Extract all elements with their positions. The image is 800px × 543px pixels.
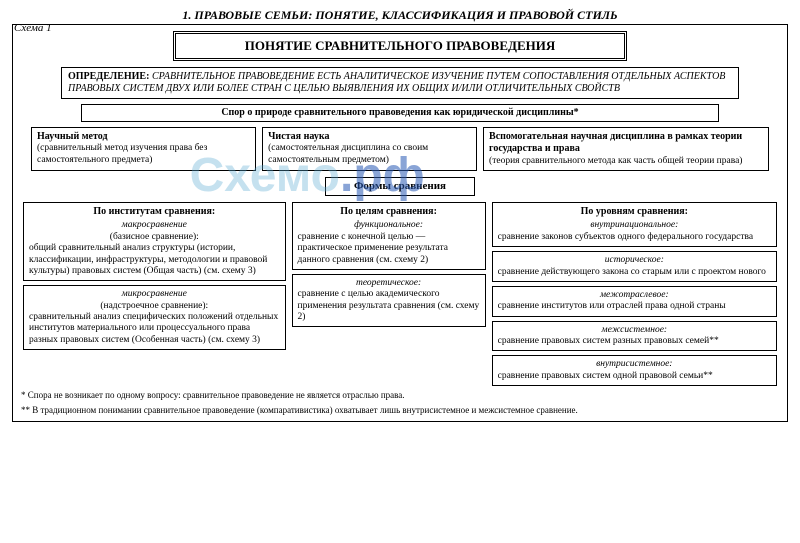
triad-a-title: Научный метод [37,131,108,142]
col1-b1-sub: макросравнение [122,220,187,230]
col1-b1-par: (базисное сравнение): [29,232,280,243]
col2-b2-sub: теоретическое: [356,278,421,288]
triad-a-text: (сравнительный метод изучения права без … [37,143,207,164]
col3-box-intersystem: межсистемное: сравнение правовых систем … [492,321,777,352]
triad-pure-science: Чистая наука (самостоятельная дисциплина… [262,127,477,171]
col2-box-theoretical: теоретическое: сравнение с целью академи… [292,274,486,328]
col3-r4-sub: межсистемное: [602,325,668,335]
col3-r5-text: сравнение правовых систем одной правовой… [498,371,713,381]
col1-box-macro: По институтам сравнения: макросравнение … [23,202,286,281]
triad-c-text: (теория сравнительного метода как часть … [489,156,742,166]
col3-r3-text: сравнение институтов или отраслей права … [498,301,726,311]
col2-b2-text: сравнение с целью академического примене… [298,289,480,322]
col3-r4-text: сравнение правовых систем разных правовы… [498,336,719,346]
diagram-frame: Схемо.рф ПОНЯТИЕ СРАВНИТЕЛЬНОГО ПРАВОВЕД… [12,24,788,422]
col1-b1-text: общий сравнительный анализ структуры (ис… [29,243,267,276]
col3-box-intranational: По уровням сравнения: внутринациональное… [492,202,777,247]
col1-b2-text: сравнительный анализ специфических полож… [29,312,278,345]
definition-box: ОПРЕДЕЛЕНИЕ: СРАВНИТЕЛЬНОЕ ПРАВОВЕДЕНИЕ … [61,67,739,99]
triad-auxiliary-discipline: Вспомогательная научная дисциплина в рам… [483,127,769,171]
triad-scientific-method: Научный метод (сравнительный метод изуче… [31,127,256,171]
col3-r1-sub: внутринациональное: [590,220,678,230]
triad-b-title: Чистая наука [268,131,329,142]
col1-b2-sub: микросравнение [122,289,187,299]
dispute-box: Спор о природе сравнительного правоведен… [81,104,719,122]
col2-b1-sub: функциональное: [354,220,423,230]
col-by-institutes: По институтам сравнения: макросравнение … [23,202,286,386]
col3-box-intrasystem: внутрисистемное: сравнение правовых сист… [492,355,777,386]
col3-r5-sub: внутрисистемное: [596,359,672,369]
col-by-goals: По целям сравнения: функциональное: срав… [292,202,486,386]
triad-c-title: Вспомогательная научная дисциплина в рам… [489,131,742,154]
col2-box-functional: По целям сравнения: функциональное: срав… [292,202,486,270]
col1-b2-par: (надстроечное сравнение): [29,301,280,312]
triad-b-text: (самостоятельная дисциплина со своим сам… [268,143,428,164]
col3-r3-sub: межотраслевое: [600,290,669,300]
col-by-levels: По уровням сравнения: внутринациональное… [492,202,777,386]
col1-box-micro: микросравнение (надстроечное сравнение):… [23,285,286,350]
footnote-1: * Спора не возникает по одному вопросу: … [21,390,779,400]
col3-box-interbranch: межотраслевое: сравнение институтов или … [492,286,777,317]
forms-columns: По институтам сравнения: макросравнение … [23,202,777,386]
col3-r2-sub: историческое: [605,255,664,265]
col3-box-historical: историческое: сравнение действующего зак… [492,251,777,282]
discipline-triad: Научный метод (сравнительный метод изуче… [31,127,769,171]
col3-r2-text: сравнение действующего закона со старым … [498,267,766,277]
col2-b1-text: сравнение с конечной целью — практическо… [298,232,448,265]
definition-label: ОПРЕДЕЛЕНИЕ: [68,71,149,82]
col1-header: По институтам сравнения: [29,206,280,218]
col3-header: По уровням сравнения: [498,206,771,218]
page-title: 1. ПРАВОВЫЕ СЕМЬИ: ПОНЯТИЕ, КЛАССИФИКАЦИ… [12,8,788,22]
footnote-2: ** В традиционном понимании сравнительно… [21,405,779,415]
col3-r1-text: сравнение законов субъектов одного федер… [498,232,753,242]
forms-heading: Формы сравнения [325,177,475,196]
definition-text: СРАВНИТЕЛЬНОЕ ПРАВОВЕДЕНИЕ ЕСТЬ АНАЛИТИЧ… [68,71,725,94]
main-heading: ПОНЯТИЕ СРАВНИТЕЛЬНОГО ПРАВОВЕДЕНИЯ [173,31,628,61]
col2-header: По целям сравнения: [298,206,480,218]
